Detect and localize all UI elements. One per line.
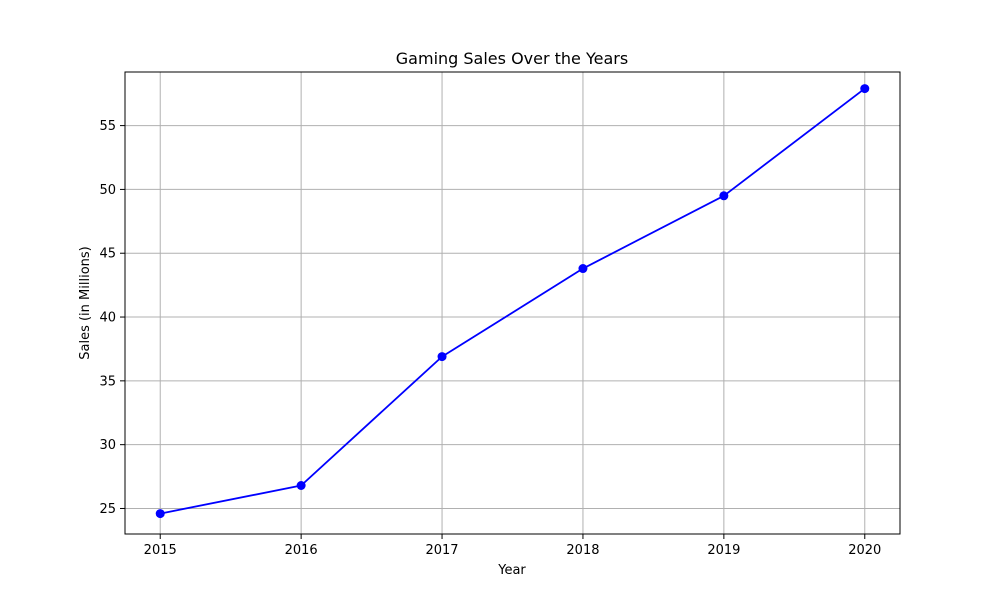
y-axis: 25 30 35 40 45 50 55	[99, 119, 125, 517]
series-line	[160, 87, 866, 515]
x-tick-label: 2015	[144, 543, 177, 558]
x-tick-label: 2016	[285, 543, 318, 558]
chart-title: Gaming Sales Over the Years	[396, 49, 628, 68]
y-tick-label: 50	[99, 183, 116, 198]
x-tick-label: 2018	[566, 543, 599, 558]
x-tick-label: 2020	[848, 543, 881, 558]
y-tick-label: 40	[99, 311, 116, 326]
data-point	[296, 481, 306, 491]
y-tick-label: 35	[99, 374, 116, 389]
x-tick-label: 2019	[707, 543, 740, 558]
y-axis-label: Sales (in Millions)	[78, 246, 93, 360]
data-point	[860, 84, 870, 94]
x-axis-label: Year	[497, 563, 526, 578]
y-tick-label: 45	[99, 247, 116, 262]
x-tick-label: 2017	[425, 543, 458, 558]
series-layer	[155, 84, 870, 519]
y-tick-label: 55	[99, 119, 116, 134]
grid-lines	[125, 72, 900, 534]
y-tick-label: 30	[99, 438, 116, 453]
y-tick-label: 25	[99, 502, 116, 517]
plot-frame	[124, 71, 901, 535]
data-point	[437, 352, 447, 362]
data-point	[719, 191, 729, 201]
x-axis: 2015 2016 2017 2018 2019 2020	[144, 534, 881, 558]
data-point	[578, 264, 588, 274]
data-point	[155, 509, 165, 519]
